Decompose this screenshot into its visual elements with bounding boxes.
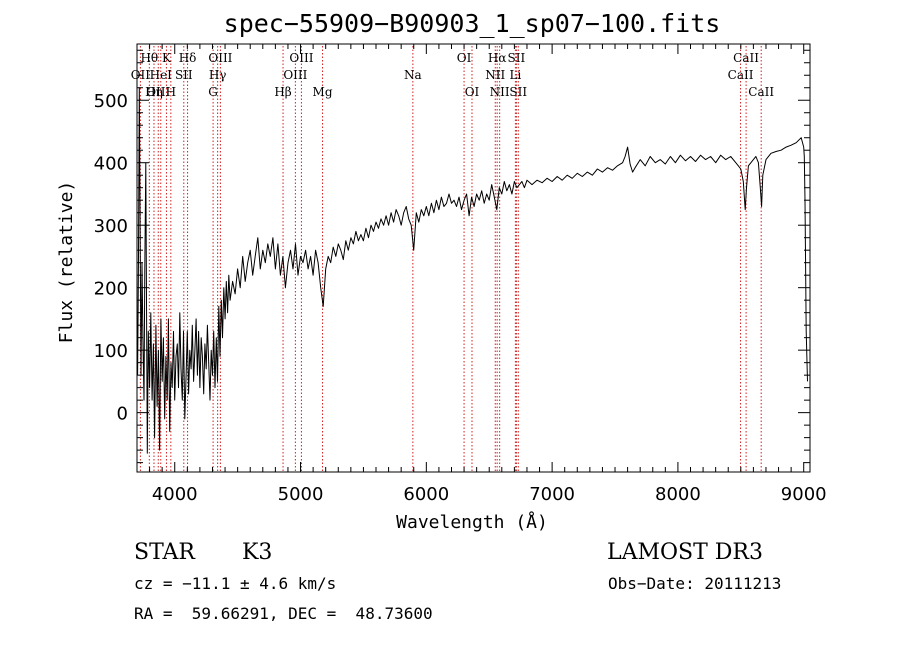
spectral-line-label: Hβ [274, 85, 291, 99]
object-class: STAR [134, 540, 195, 565]
spectral-line-label: SII [508, 51, 526, 65]
x-tick-label: 6000 [403, 484, 449, 505]
spectral-line-label: Li [509, 68, 521, 82]
spectral-line-label: CaII [728, 68, 754, 82]
spectral-line-label: OIII [208, 51, 232, 65]
axis-ticks [137, 44, 810, 472]
x-axis-label: Wavelength (Å) [396, 511, 548, 533]
spectral-line-label: G [208, 85, 218, 99]
y-tick-label: 100 [94, 341, 128, 362]
spectral-line-label: Hδ [179, 51, 197, 65]
spectral-line-label: Hγ [209, 68, 227, 82]
x-tick-labels: 4000 5000 6000 7000 8000 9000 [152, 484, 827, 505]
spectral-line-label: OIII [283, 68, 307, 82]
spectral-line-label: Na [404, 68, 422, 82]
spectral-line-label: H [166, 85, 176, 99]
x-tick-label: 5000 [278, 484, 324, 505]
y-tick-label: 300 [94, 216, 128, 237]
observation-date: Obs−Date: 20111213 [608, 574, 782, 593]
object-subclass: K3 [242, 540, 273, 565]
spectral-line-label: SII [509, 85, 527, 99]
chart-title: spec−55909−B90903_1_sp07−100.fits [224, 9, 721, 38]
spectral-line-label: OIII [289, 51, 313, 65]
x-tick-label: 4000 [152, 484, 198, 505]
y-tick-label: 400 [94, 154, 128, 175]
spectral-line-label: K [162, 51, 172, 65]
spectral-line-label: HeI [150, 68, 173, 82]
x-tick-label: 9000 [781, 484, 827, 505]
spectral-line-label: NII [490, 85, 510, 99]
x-tick-label: 8000 [655, 484, 701, 505]
plot-frame [136, 43, 811, 473]
spectral-line-label: CaII [733, 51, 759, 65]
spectral-line-label: Hθ [140, 51, 158, 65]
y-tick-label: 0 [117, 404, 128, 425]
spectral-line-label: CaII [748, 85, 774, 99]
spectrum-series-line [137, 87, 808, 454]
spectral-line-label: Mg [313, 85, 333, 99]
spectral-line-label: NII [485, 68, 505, 82]
spectral-line-label: OI [465, 85, 480, 99]
spectral-line-markers [139, 46, 762, 472]
survey-name: LAMOST DR3 [607, 540, 763, 565]
y-tick-label: 200 [94, 279, 128, 300]
y-axis-label: Flux (relative) [56, 181, 77, 344]
spectral-line-label: SII [175, 68, 193, 82]
coordinates: RA = 59.66291, DEC = 48.73600 [134, 604, 433, 623]
y-tick-label: 500 [94, 91, 128, 112]
x-tick-label: 7000 [529, 484, 575, 505]
redshift-cz: cz = −11.1 ± 4.6 km/s [134, 574, 337, 593]
spectral-line-label: Hη [145, 85, 163, 99]
spectral-line-label: OIII [146, 85, 170, 99]
y-tick-labels: 0 100 200 300 400 500 [94, 91, 128, 424]
spectral-line-label: OI [457, 51, 472, 65]
spectral-line-label: Hα [488, 51, 507, 65]
